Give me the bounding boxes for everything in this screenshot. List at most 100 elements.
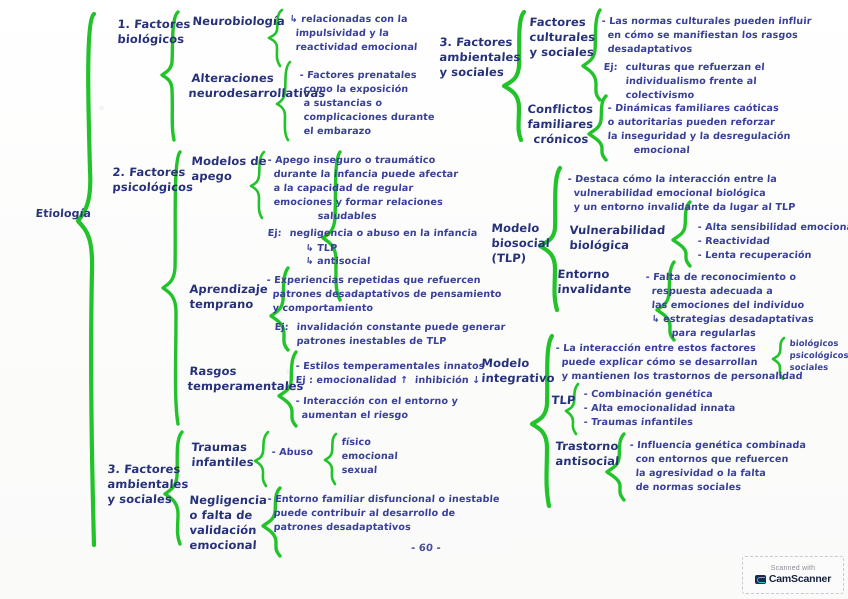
note-modelo-biosocial-1: vulnerabilidad emocional biológica [573, 188, 767, 199]
note-alteraciones-2: a sustancias o [303, 98, 383, 109]
branch-label-modelos-apego-line1: Modelos de [191, 154, 268, 168]
branch-label-factores-psicologicos-line2: psicológicos [112, 180, 194, 194]
branch-label-factores-psicologicos-line1: 2. Factores [112, 165, 187, 179]
brace-modelo-biosocial [537, 165, 563, 313]
brace-abuso-items [323, 432, 338, 486]
note-entorno-invalidante-4: para regularlas [671, 328, 757, 339]
example-label-modelos-apego: Ej: [267, 228, 282, 239]
branch-label-antisocial-line2: antisocial [555, 454, 620, 468]
branch-label-conflictos-line3: crónicos [533, 132, 589, 146]
brace-modelo-integrativo [529, 333, 555, 509]
example-item-modelos-apego-0: ↳ TLP [305, 243, 338, 254]
note-entorno-invalidante-0: - Falta de reconocimiento o [645, 272, 797, 283]
branch-label-conflictos-line2: familiares [527, 117, 594, 131]
note-aprendizaje-0: - Experiencias repetidas que refuercen [266, 275, 482, 286]
note-aprendizaje-2: y comportamiento [272, 303, 374, 314]
example-line-culturales-1: individualismo frente al [625, 76, 758, 87]
branch-label-tlp: TLP [551, 393, 576, 407]
brace-alteraciones [275, 60, 292, 142]
note-antisocial-2: la agresividad o la falta [635, 468, 767, 479]
note-modelos-apego-3: emociones y formar relaciones [273, 197, 444, 208]
branch-label-negligencia-line2: o falta de [189, 508, 253, 522]
branch-label-alteraciones-line1: Alteraciones [191, 71, 275, 85]
branch-label-factores-biologicos-line2: biológicos [117, 32, 185, 46]
branch-label-modelo-integrativo-line2: integrativo [481, 371, 556, 385]
branch-label-ambientales-right-line1: 3. Factores [439, 35, 514, 49]
note-aprendizaje-1: patrones desadaptativos de pensamiento [272, 289, 502, 300]
note-alteraciones-0: - Factores prenatales [299, 70, 418, 81]
brace-traumas [253, 430, 270, 488]
branch-label-modelo-biosocial-line1: Modelo [491, 221, 540, 235]
branch-label-ambientales-right-line2: ambientales [439, 50, 521, 64]
branch-label-vulnerabilidad-line1: Vulnerabilidad [569, 223, 666, 237]
note-negligencia-1: puede contribuir al desarrollo de [273, 508, 456, 519]
note-culturales-2: desadaptativos [607, 44, 693, 55]
brace-factor-tags [771, 336, 786, 381]
brace-root [75, 11, 97, 548]
item-abuso-2: sexual [341, 465, 378, 476]
branch-label-modelos-apego-line2: apego [191, 169, 233, 183]
example-text-modelos-apego: negligencia o abuso en la infancia [289, 228, 478, 239]
note-antisocial-3: de normas sociales [635, 482, 742, 493]
branch-label-traumas-line2: infantiles [191, 455, 255, 469]
note-conflictos-1: o autoritarias pueden reforzar [607, 117, 776, 128]
brace-factores-psicologicos [161, 150, 182, 426]
note-culturales-0: - Las normas culturales pueden influir [601, 16, 812, 27]
example-line-aprendizaje-0: invalidación constante puede generar [296, 322, 506, 333]
brace-ambientales-right [501, 9, 527, 143]
note-tlp-2: - Traumas infantiles [583, 417, 694, 428]
note-neurobiologia-1: impulsividad y la [295, 28, 390, 39]
item-abuso-0: físico [341, 437, 372, 448]
note-alteraciones-3: complicaciones durante [303, 112, 435, 123]
brace-apego-content [321, 150, 342, 302]
branch-label-conflictos-line1: Conflictos [527, 102, 594, 116]
branch-label-rasgos-line2: temperamentales [187, 379, 305, 393]
branch-label-ambientales-right-line3: y sociales [439, 65, 505, 79]
brace-entorno-invalidante [655, 260, 676, 342]
brace-negligencia [261, 486, 282, 558]
brace-tlp [564, 382, 580, 436]
camscanner-brand-row: CamScanner [754, 573, 832, 585]
camscanner-watermark: Scanned with CamScanner [742, 556, 844, 594]
brace-conflictos [587, 94, 608, 162]
note-vulnerabilidad-0: - Alta sensibilidad emocional [697, 222, 848, 233]
note-modelos-apego-2: a la capacidad de regular [273, 183, 414, 194]
branch-label-ambientales-left-line2: ambientales [107, 477, 189, 491]
note-rasgos-0: - Estilos temperamentales innatos [295, 361, 485, 372]
example-label-aprendizaje: Ej: [274, 322, 289, 333]
note-alteraciones-1: como la exposición [303, 84, 409, 95]
note-tlp-0: - Combinación genética [583, 389, 714, 400]
note-modelo-biosocial-0: - Destaca cómo la interacción entre la [567, 174, 778, 185]
note-negligencia-2: patrones desadaptativos [273, 522, 412, 533]
note-modelos-apego-4: saludables [317, 211, 378, 222]
note-conflictos-2: la inseguridad y la desregulación [607, 131, 791, 142]
branch-label-traumas-line1: Traumas [191, 440, 248, 454]
brace-ambientales-left [163, 430, 184, 546]
branch-label-aprendizaje-line1: Aprendizaje [189, 282, 269, 296]
branch-label-ambientales-left-line3: y sociales [107, 492, 173, 506]
brace-aprendizaje [269, 266, 290, 352]
branch-label-culturales-line1: Factores [529, 15, 587, 29]
page-number: - 60 - [410, 543, 442, 554]
note-rasgos-2: - Interacción con el entorno y [295, 396, 459, 407]
note-entorno-invalidante-2: las emociones del individuo [651, 300, 805, 311]
note-conflictos-3: emocional [633, 145, 691, 156]
branch-label-modelo-integrativo-line1: Modelo [481, 356, 530, 370]
note-tlp-1: - Alta emocionalidad innata [583, 403, 736, 414]
brace-modelos-apego [249, 150, 266, 220]
note-modelos-apego-1: durante la infancia puede afectar [273, 169, 459, 180]
note-modelo-integrativo-2: y mantienen los trastornos de personalid… [561, 371, 804, 382]
example-item-modelos-apego-1: ↳ antisocial [305, 256, 371, 267]
branch-label-rasgos-line1: Rasgos [189, 364, 238, 378]
branch-label-negligencia-line3: validación [189, 523, 258, 537]
brace-antisocial [605, 432, 626, 502]
note-modelos-apego-0: - Apego inseguro o traumático [267, 155, 436, 166]
factor-tag-1: psicológicos [789, 350, 848, 360]
branch-label-ambientales-left-line1: 3. Factores [107, 462, 182, 476]
brace-culturales [581, 8, 602, 102]
root-label: Etiología [35, 207, 92, 220]
note-neurobiologia-2: reactividad emocional [295, 42, 418, 53]
note-modelo-integrativo-0: - La interacción entre estos factores [555, 343, 757, 354]
camscanner-brand-name: CamScanner [768, 573, 832, 585]
